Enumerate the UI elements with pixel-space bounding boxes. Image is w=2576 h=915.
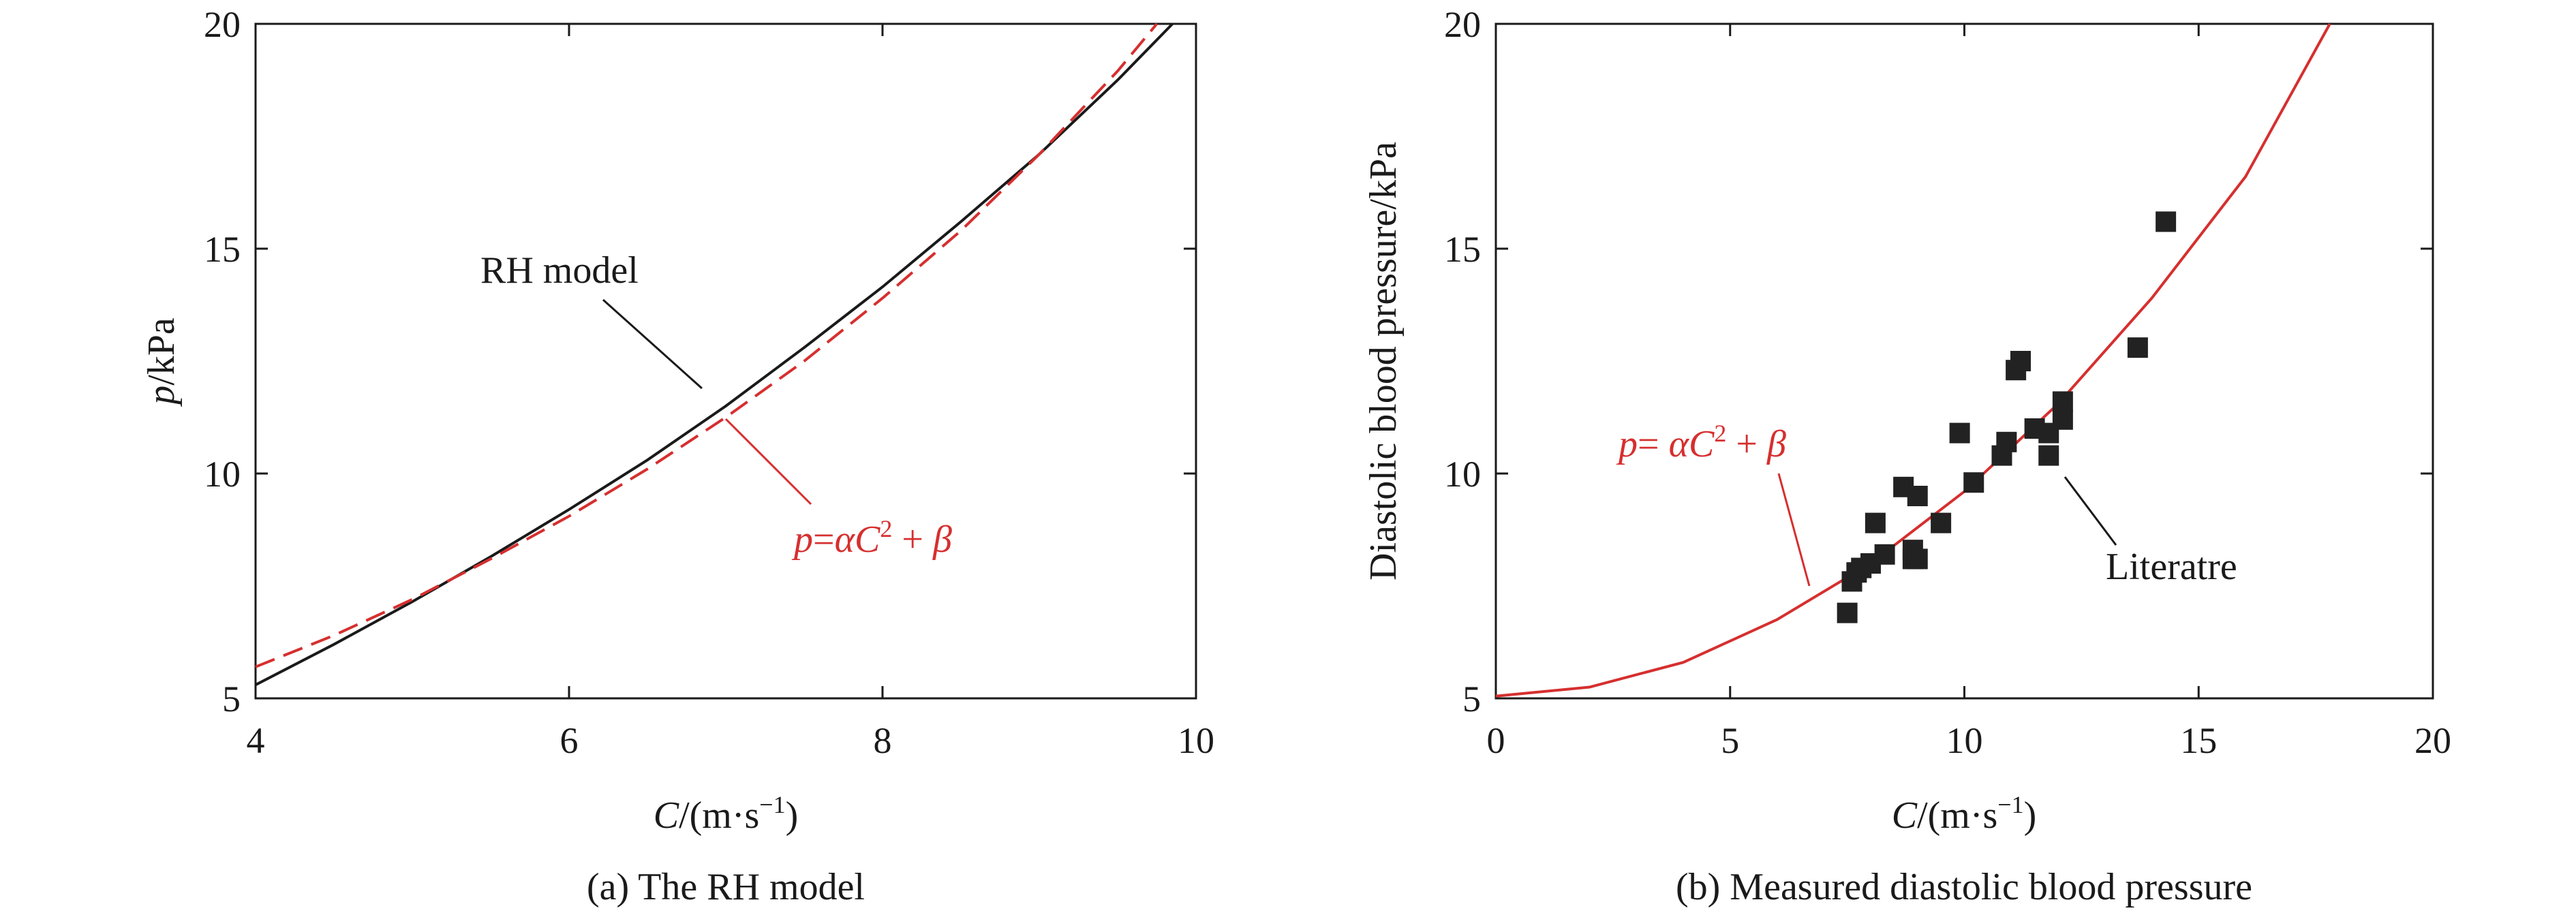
panel-b-leader-formula	[1777, 473, 1811, 587]
panel-a-tick-labels: 4 6 8 10 5 10 15 20	[204, 4, 1214, 761]
panel-a-x-tick-label-3: 10	[1178, 720, 1214, 761]
panel-b-x-tick-label-0: 0	[1487, 720, 1505, 761]
panel-b-y-tick-label-3: 20	[1444, 4, 1481, 45]
panel-a-x-axis-title: C/(m·s−1)	[654, 791, 799, 837]
panel-b-y-tick-label-2: 15	[1444, 229, 1481, 270]
panel-b-data-point	[2038, 445, 2059, 466]
panel-b-x-tick-label-4: 20	[2414, 720, 2451, 761]
panel-b-data-point	[1963, 472, 1984, 493]
panel-a-y-tick-label-1: 10	[204, 454, 241, 495]
panel-b-data-point	[1996, 431, 2017, 452]
panel-b-data-point	[2156, 211, 2177, 232]
panel-b-y-axis-title: Diastolic blood pressure/kPa	[1362, 142, 1405, 580]
panel-a: 4 6 8 10 5 10 15 20 RH model p=αC2 + β C/(m·s−1…	[140, 4, 1214, 908]
panel-b-x-tick-label-3: 15	[2180, 720, 2217, 761]
panel-a-y-tick-label-3: 20	[204, 4, 241, 45]
panel-b-x-tick-label-2: 10	[1946, 720, 1983, 761]
panel-b-x-axis-title: C/(m·s−1)	[1892, 791, 2037, 837]
panel-b-annotation-formula: p= αC2 + β	[1616, 420, 1786, 465]
panel-b-leader-literature	[2064, 476, 2117, 546]
panel-a-leader-rh-model	[602, 298, 703, 390]
panel-b-data-point	[1865, 512, 1886, 533]
panel-b-ticks	[1494, 22, 2434, 700]
panel-b-y-tick-label-0: 5	[1462, 679, 1481, 719]
panel-b-data-point	[2010, 351, 2031, 371]
panel-b-fit-curve	[1495, 23, 2331, 698]
panel-b-data-point	[2052, 391, 2073, 412]
panel-b-data-point	[1931, 512, 1952, 533]
panel-a-x-tick-label-2: 8	[874, 720, 892, 761]
panel-b-data-point	[2127, 337, 2148, 358]
panel-a-annotation-formula: p=αC2 + β	[791, 515, 952, 561]
panel-a-series	[255, 22, 1174, 686]
panel-a-x-tick-label-0: 4	[247, 720, 265, 761]
panel-a-ticks	[254, 22, 1197, 700]
panel-a-annotation-rh-model: RH model	[480, 249, 639, 292]
panel-a-leader-formula	[724, 418, 812, 506]
panel-b-data-point	[1949, 422, 1970, 444]
panel-a-y-tick-label-0: 5	[222, 679, 241, 719]
panel-a-y-axis-title: p/kPa	[140, 317, 183, 407]
panel-b-data-point	[1874, 544, 1895, 565]
panel-a-caption: (a) The RH model	[587, 866, 865, 908]
panel-a-series-rh-model-line	[255, 22, 1174, 686]
panel-b-x-tick-label-1: 5	[1721, 720, 1739, 761]
panel-b-data-point	[2052, 409, 2073, 430]
panel-b-frame	[1494, 22, 2434, 700]
panel-a-frame	[254, 22, 1197, 700]
panel-b-series	[1495, 23, 2331, 698]
panel-b-y-tick-label-1: 10	[1444, 454, 1481, 495]
panel-b-annotation-literature: Literatre	[2106, 546, 2237, 588]
panel-b-caption: (b) Measured diastolic blood pressure	[1676, 866, 2252, 908]
panel-a-y-tick-label-2: 15	[204, 229, 241, 270]
panel-b-data-point	[1837, 602, 1858, 623]
panel-b-data-point	[1907, 548, 1928, 570]
panel-a-series-fit-line	[255, 22, 1159, 668]
panel-a-x-tick-label-1: 6	[560, 720, 579, 761]
panel-b-data-point	[1907, 486, 1928, 506]
